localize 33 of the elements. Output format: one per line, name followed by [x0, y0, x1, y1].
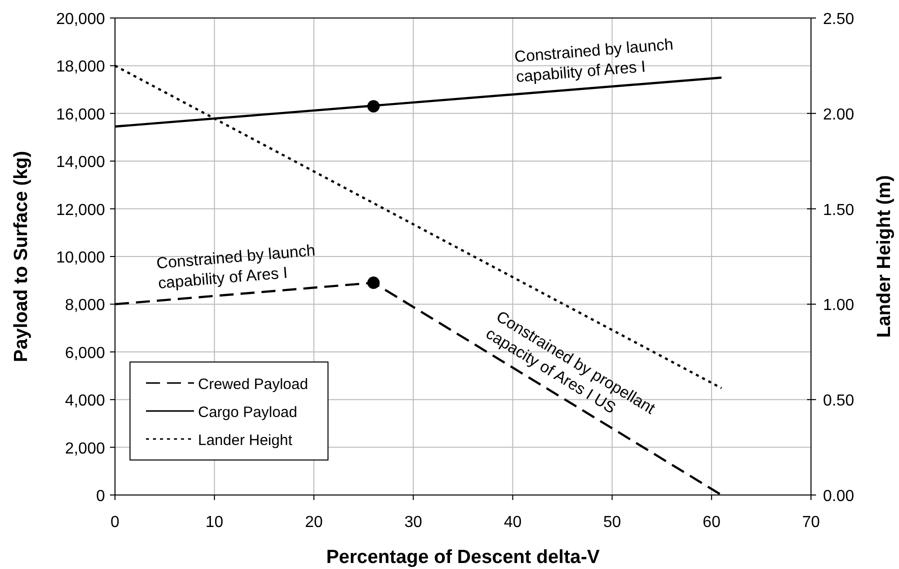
x-tick-label: 30 — [404, 514, 422, 531]
y-tick-label: 8,000 — [64, 297, 106, 314]
legend-label: Lander Height — [198, 432, 294, 449]
x-axis-title: Percentage of Descent delta-V — [326, 547, 600, 568]
annotation: Constrained by launch capability of Ares I — [156, 242, 316, 293]
x-tick-label: 70 — [802, 514, 820, 531]
legend-label: Cargo Payload — [198, 404, 298, 421]
y-tick-label: 18,000 — [56, 58, 106, 76]
y2-tick-label: 1.00 — [823, 297, 854, 314]
y2-tick-label: 2.00 — [823, 106, 854, 124]
annotation: Constrained by launch capability of Ares I — [514, 36, 674, 86]
x-tick-label: 50 — [603, 514, 622, 531]
y-tick-label: 2,000 — [64, 440, 106, 458]
y-axis-title: Payload to Surface (kg) — [11, 150, 32, 362]
y2-tick-label: 0.50 — [823, 392, 854, 410]
y2-tick-label: 2.50 — [823, 11, 854, 28]
x-tick-label: 10 — [206, 514, 224, 531]
y-tick-label: 4,000 — [64, 392, 106, 410]
x-tick-label: 40 — [504, 514, 522, 531]
x-tick-label: 60 — [702, 514, 721, 531]
y-tick-label: 10,000 — [56, 250, 106, 266]
y2-tick-label: 0.00 — [823, 488, 854, 505]
y2-tick-label: 1.50 — [823, 202, 854, 219]
y-tick-label: 12,000 — [56, 202, 106, 219]
y-tick-label: 16,000 — [56, 106, 106, 124]
legend-label: Crewed Payload — [198, 376, 308, 393]
y-tick-label: 0 — [96, 488, 106, 505]
x-tick-label: 0 — [110, 514, 120, 531]
y-tick-label: 20,000 — [56, 11, 106, 28]
y-tick-label: 6,000 — [64, 344, 106, 362]
y-tick-label: 14,000 — [56, 154, 106, 172]
y2-axis-title: Lander Height (m) — [874, 175, 895, 338]
x-tick-label: 20 — [304, 514, 323, 531]
